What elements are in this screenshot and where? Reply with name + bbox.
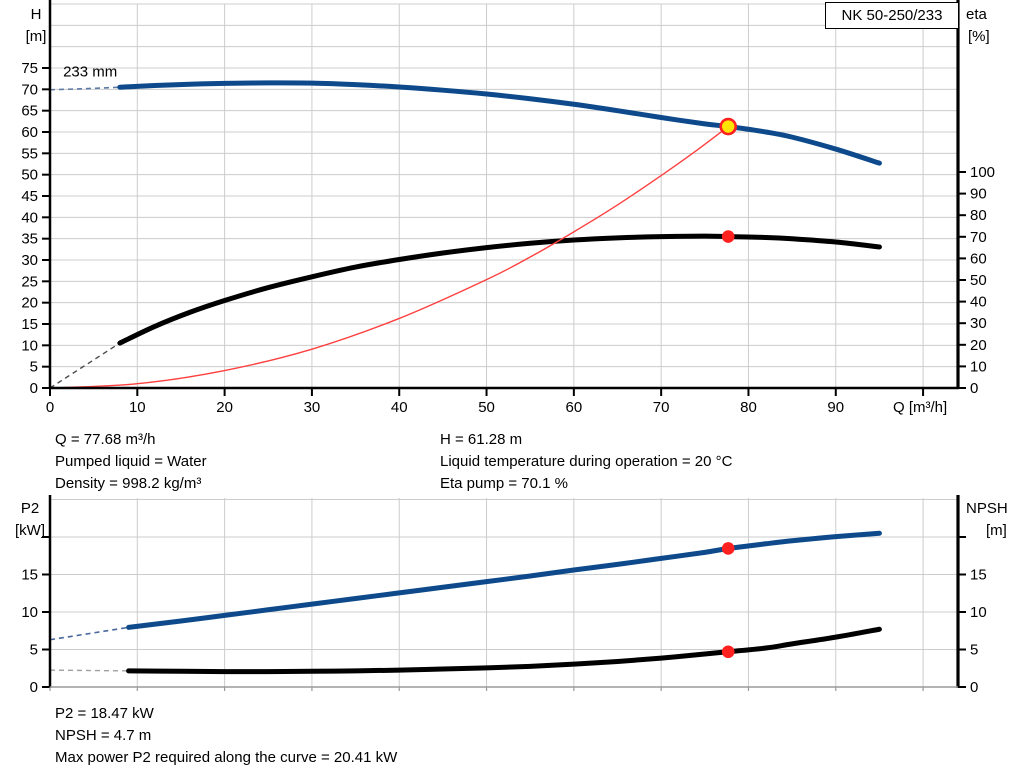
right-axis-tick-label: 5: [970, 642, 978, 659]
right-axis-tick-label: 20: [970, 337, 987, 354]
right-axis-title: [%]: [968, 28, 990, 45]
x-axis-tick-label: 70: [653, 399, 670, 416]
system-curve-line: [49, 125, 729, 389]
right-axis-tick-label: 70: [970, 229, 987, 246]
x-axis-tick-label: 40: [391, 399, 408, 416]
x-axis-title: Q [m³/h]: [893, 399, 947, 416]
left-axis-tick-label: 5: [30, 642, 38, 659]
right-axis-title: eta: [966, 6, 988, 23]
pump-model-box: NK 50-250/233: [825, 2, 959, 29]
x-axis-tick-label: 30: [304, 399, 321, 416]
duty-point: [719, 117, 738, 136]
left-axis-tick-label: 20: [21, 295, 38, 312]
right-axis-tick-label: 30: [970, 315, 987, 332]
efficiency-curve: [49, 233, 882, 389]
head-curve-line: [117, 80, 882, 166]
left-axis-title: [m]: [26, 28, 47, 45]
x-axis-tick-label: 50: [478, 399, 495, 416]
efficiency-curve-line: [117, 233, 882, 346]
p2-curve-dashed-lead: [49, 626, 129, 641]
pump-model-label: NK 50-250/233: [841, 7, 943, 24]
right-axis-tick-label: 90: [970, 186, 987, 203]
power-info: P2 = 18.47 kW NPSH = 4.7 m Max power P2 …: [55, 703, 397, 769]
right-axis-tick-label: 100: [970, 164, 995, 181]
qh-chart: 0 5 10 15 20 25 30 35 40 45 50 55 60 65 70 75 0 10 20 30 40 5…: [21, 0, 995, 416]
left-axis-tick-label: 70: [21, 81, 38, 98]
left-axis-tick-label: 0: [30, 380, 38, 397]
left-axis-title: H: [31, 6, 42, 23]
x-axis-tick-label: 20: [216, 399, 233, 416]
duty-info-left: Q = 77.68 m³/h Pumped liquid = Water Den…: [55, 429, 207, 495]
right-axis-tick-label: 80: [970, 207, 987, 224]
npsh-curve-line: [126, 626, 882, 675]
right-axis-tick-label: 40: [970, 294, 987, 311]
x-axis-tick-label: 10: [129, 399, 146, 416]
efficiency-point: [721, 230, 735, 243]
x-axis-tick-label: 60: [566, 399, 583, 416]
left-axis-tick-label: 10: [21, 337, 38, 354]
qh-chart-grid: [50, 3, 958, 388]
info-head: H = 61.28 m: [440, 431, 523, 448]
p2-npsh-chart-grid: [50, 498, 958, 687]
impeller-diameter-label: 233 mm: [63, 64, 117, 81]
npsh-point: [721, 645, 735, 659]
left-axis-tick-label: 45: [21, 188, 38, 205]
left-axis-tick-label: 35: [21, 231, 38, 248]
right-axis-title: [m]: [986, 522, 1007, 539]
left-axis-tick-label: 15: [21, 316, 38, 333]
info-p2: P2 = 18.47 kW: [55, 705, 154, 722]
left-axis-tick-label: 0: [30, 679, 38, 696]
info-density: Density = 998.2 kg/m³: [55, 475, 202, 492]
left-axis-tick-label: 75: [21, 60, 38, 77]
right-axis-tick-label: 50: [970, 272, 987, 289]
info-liquid-temperature: Liquid temperature during operation = 20…: [440, 453, 733, 470]
head-curve: [49, 80, 882, 166]
info-pumped-liquid: Pumped liquid = Water: [55, 453, 207, 470]
left-axis-tick-label: 15: [21, 567, 38, 584]
duty-info-right: H = 61.28 m Liquid temperature during op…: [440, 429, 732, 495]
info-max-power: Max power P2 required along the curve = …: [55, 749, 398, 766]
left-axis-tick-label: 55: [21, 145, 38, 162]
p2-point: [721, 542, 735, 555]
p2-curve-line: [126, 530, 882, 630]
efficiency-curve-dashed-lead: [49, 342, 121, 389]
x-axis-tick-label: 80: [740, 399, 757, 416]
p2-npsh-chart: 0 5 10 15 0 5 10 15 P2 [kW] NPSH [m]: [15, 495, 1008, 696]
qh-chart-axes: 0 5 10 15 20 25 30 35 40 45 50 55 60 65 70 75 0 10 20 30 40 5…: [21, 0, 995, 416]
left-axis-tick-label: 30: [21, 252, 38, 269]
p2-npsh-chart-axes: 0 5 10 15 0 5 10 15 P2 [kW] NPSH [m]: [15, 495, 1008, 696]
left-axis-title: [kW]: [15, 522, 45, 539]
left-axis-tick-label: 10: [21, 604, 38, 621]
left-axis-tick-label: 50: [21, 167, 38, 184]
left-axis-tick-label: 65: [21, 103, 38, 120]
right-axis-title: NPSH: [966, 500, 1008, 517]
p2-curve: [49, 530, 882, 641]
right-axis-tick-label: 15: [970, 567, 987, 584]
right-axis-tick-label: 0: [970, 679, 978, 696]
npsh-curve: [49, 626, 882, 675]
x-axis-tick-label: 90: [827, 399, 844, 416]
left-axis-tick-label: 25: [21, 273, 38, 290]
left-axis-tick-label: 60: [21, 124, 38, 141]
left-axis-tick-label: 40: [21, 209, 38, 226]
right-axis-tick-label: 10: [970, 604, 987, 621]
info-flow: Q = 77.68 m³/h: [55, 431, 156, 448]
system-curve: [49, 125, 729, 389]
right-axis-tick-label: 0: [970, 380, 978, 397]
info-eta-pump: Eta pump = 70.1 %: [440, 475, 568, 492]
right-axis-tick-label: 10: [970, 358, 987, 375]
npsh-curve-dashed-lead: [49, 669, 129, 672]
left-axis-tick-label: 5: [30, 359, 38, 376]
x-axis-tick-label: 0: [46, 399, 54, 416]
info-npsh: NPSH = 4.7 m: [55, 727, 152, 744]
left-axis-title: P2: [21, 500, 39, 517]
right-axis-tick-label: 60: [970, 250, 987, 267]
